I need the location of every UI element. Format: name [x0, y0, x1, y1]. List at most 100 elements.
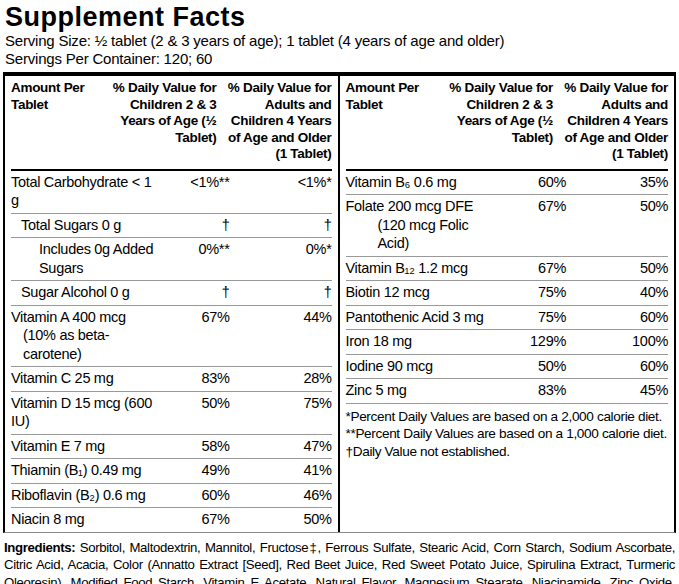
dv-children-value: 67% [160, 510, 230, 529]
dv-adults-value: 60% [566, 308, 668, 327]
table-row: Biotin 12 mcg 75% 40% [346, 280, 669, 305]
table-row: Vitamin A 400 mcg(10% as beta-carotene) … [11, 305, 332, 367]
table-row: Riboflavin (B₂) 0.6 mg 60% 46% [11, 483, 332, 508]
ingredients-label: Ingredients: [4, 540, 75, 555]
table-row: Vitamin D 15 mcg (600 IU) 50% 75% [11, 391, 332, 434]
dv-adults-value: 50% [566, 259, 668, 278]
footnote-2000-calorie: *Percent Daily Values are based on a 2,0… [346, 408, 669, 426]
table-header: Amount Per Tablet % Daily Value for Chil… [11, 76, 332, 171]
table-row: Iodine 90 mcg 50% 60% [346, 354, 669, 379]
header-dv-adults: % Daily Value for Adults and Children 4 … [558, 80, 668, 163]
nutrient-name-line2: (120 mcg Folic Acid) [346, 216, 497, 253]
footnote-1000-calorie: **Percent Daily Values are based on a 1,… [346, 425, 669, 443]
table-header: Amount Per Tablet % Daily Value for Chil… [346, 76, 669, 171]
nutrient-name-line2: (10% as beta-carotene) [11, 326, 160, 363]
nutrient-name: Niacin 8 mg [11, 510, 160, 529]
header-dv-children: % Daily Value for Children 2 & 3 Years o… [438, 80, 554, 163]
dv-adults-value: 40% [566, 283, 668, 302]
dv-adults-value: 75% [230, 394, 332, 413]
dv-children-value: <1%** [160, 173, 230, 192]
header-amount-per-tablet: Amount Per Tablet [11, 80, 103, 163]
daily-value-footnotes: *Percent Daily Values are based on a 2,0… [346, 403, 669, 464]
nutrient-name: Includes 0g Added Sugars [11, 240, 160, 277]
dv-adults-value: 50% [230, 510, 332, 529]
ingredients-text: Sorbitol, Maltodextrin, Mannitol, Fructo… [4, 540, 675, 584]
dv-children-value: 67% [496, 197, 566, 216]
dv-adults-value: † [230, 283, 332, 302]
nutrient-rows-right: Vitamin B₆ 0.6 mg 60% 35% Folate 200 mcg… [346, 171, 669, 403]
ingredients-paragraph: Ingredients: Sorbitol, Maltodextrin, Man… [3, 539, 676, 584]
dv-adults-value: 44% [230, 308, 332, 327]
nutrient-name: Vitamin B₆ 0.6 mg [346, 173, 497, 192]
nutrient-name: Vitamin C 25 mg [11, 369, 160, 388]
dv-children-value: 67% [496, 259, 566, 278]
dv-children-value: 129% [496, 332, 566, 351]
header-amount-per-tablet: Amount Per Tablet [346, 80, 438, 163]
dv-adults-value: 28% [230, 369, 332, 388]
dv-adults-value: 50% [566, 197, 668, 216]
dv-adults-value: 47% [230, 437, 332, 456]
nutrient-name: Iron 18 mg [346, 332, 497, 351]
table-row: Zinc 5 mg 83% 45% [346, 378, 669, 403]
dv-adults-value: † [230, 216, 332, 235]
table-row: Pantothenic Acid 3 mg 75% 60% [346, 305, 669, 330]
facts-column-right: Amount Per Tablet % Daily Value for Chil… [340, 76, 675, 532]
dv-adults-value: <1%* [230, 173, 332, 192]
dv-children-value: 67% [160, 308, 230, 327]
nutrient-name: Folate 200 mcg DFE(120 mcg Folic Acid) [346, 197, 497, 253]
nutrient-name: Pantothenic Acid 3 mg [346, 308, 497, 327]
supplement-facts-label: Supplement Facts Serving Size: ½ tablet … [0, 0, 679, 584]
nutrient-name: Vitamin A 400 mcg(10% as beta-carotene) [11, 308, 160, 364]
nutrient-name: Zinc 5 mg [346, 381, 497, 400]
dv-children-value: 58% [160, 437, 230, 456]
table-row: Niacin 8 mg 67% 50% [11, 507, 332, 532]
dv-children-value: † [160, 216, 230, 235]
facts-table: Amount Per Tablet % Daily Value for Chil… [3, 76, 676, 533]
dv-adults-value: 45% [566, 381, 668, 400]
dv-adults-value: 60% [566, 357, 668, 376]
nutrient-name: Thiamin (B₁) 0.49 mg [11, 461, 160, 480]
table-row: Total Carbohydrate < 1 g <1%** <1%* [11, 171, 332, 213]
dv-children-value: 0%** [160, 240, 230, 259]
dv-children-value: 50% [160, 394, 230, 413]
dv-adults-value: 0%* [230, 240, 332, 259]
dv-children-value: 75% [496, 283, 566, 302]
dv-adults-value: 35% [566, 173, 668, 192]
nutrient-name: Vitamin E 7 mg [11, 437, 160, 456]
dv-children-value: 75% [496, 308, 566, 327]
dv-children-value: 60% [160, 486, 230, 505]
table-row: Iron 18 mg 129% 100% [346, 329, 669, 354]
table-row: Total Sugars 0 g † † [11, 213, 332, 238]
table-row: Thiamin (B₁) 0.49 mg 49% 41% [11, 458, 332, 483]
nutrient-rows-left: Total Carbohydrate < 1 g <1%** <1%* Tota… [11, 171, 332, 532]
dv-children-value: 83% [160, 369, 230, 388]
nutrient-name: Iodine 90 mcg [346, 357, 497, 376]
nutrient-name: Sugar Alcohol 0 g [11, 283, 160, 302]
footnote-dv-not-established: †Daily Value not established. [346, 443, 669, 461]
table-row: Sugar Alcohol 0 g † † [11, 280, 332, 305]
table-row: Includes 0g Added Sugars 0%** 0%* [11, 237, 332, 280]
nutrient-name: Total Carbohydrate < 1 g [11, 173, 160, 210]
page-title: Supplement Facts [3, 2, 676, 32]
dv-children-value: 60% [496, 173, 566, 192]
table-row: Vitamin B₆ 0.6 mg 60% 35% [346, 171, 669, 195]
dv-children-value: 49% [160, 461, 230, 480]
dv-children-value: 83% [496, 381, 566, 400]
dv-adults-value: 46% [230, 486, 332, 505]
dv-children-value: 50% [496, 357, 566, 376]
servings-per-container: Servings Per Container: 120; 60 [3, 50, 676, 68]
table-row: Vitamin C 25 mg 83% 28% [11, 366, 332, 391]
dv-adults-value: 100% [566, 332, 668, 351]
nutrient-name: Vitamin B₁₂ 1.2 mcg [346, 259, 497, 278]
header-dv-adults: % Daily Value for Adults and Children 4 … [222, 80, 332, 163]
nutrient-name: Riboflavin (B₂) 0.6 mg [11, 486, 160, 505]
table-row: Vitamin B₁₂ 1.2 mcg 67% 50% [346, 256, 669, 281]
dv-adults-value: 41% [230, 461, 332, 480]
nutrient-name: Vitamin D 15 mcg (600 IU) [11, 394, 160, 431]
facts-column-left: Amount Per Tablet % Daily Value for Chil… [5, 76, 340, 532]
table-row: Folate 200 mcg DFE(120 mcg Folic Acid) 6… [346, 194, 669, 256]
nutrient-name: Biotin 12 mcg [346, 283, 497, 302]
nutrient-name: Total Sugars 0 g [11, 216, 160, 235]
dv-children-value: † [160, 283, 230, 302]
serving-size: Serving Size: ½ tablet (2 & 3 years of a… [3, 32, 676, 50]
